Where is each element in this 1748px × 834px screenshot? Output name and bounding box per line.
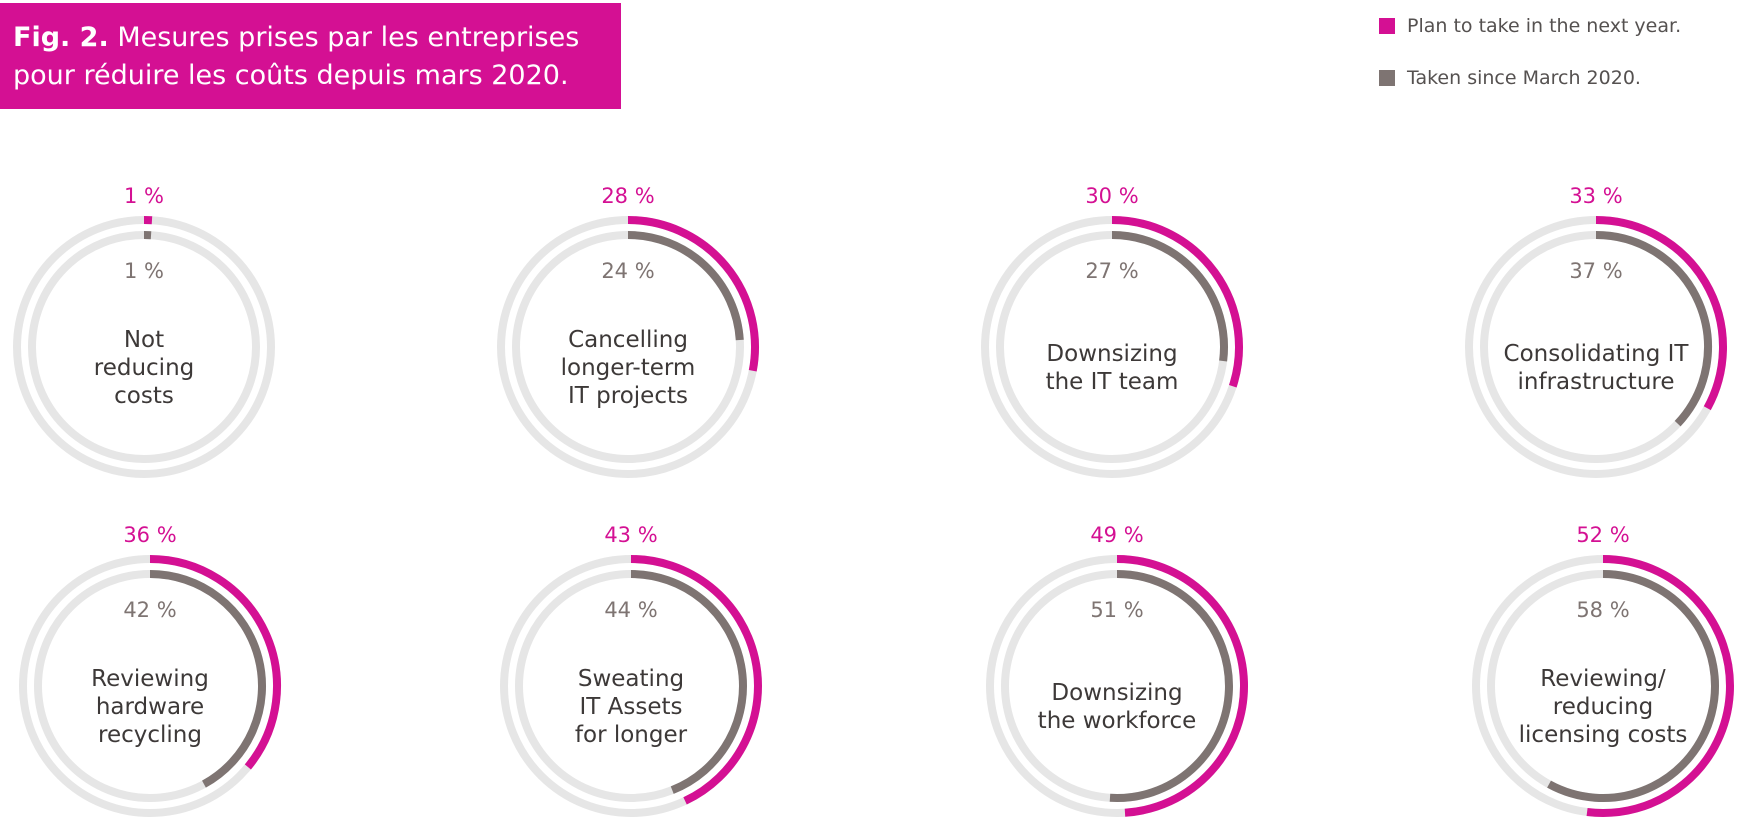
taken-value-label: 1 % (124, 259, 164, 283)
category-label-line: licensing costs (1519, 722, 1688, 748)
category-label-line: Sweating (578, 666, 684, 692)
radial-chart-4: 33 % 37 % Consolidating IT infrastructure (1465, 184, 1727, 478)
category-label-line: reducing (1553, 694, 1654, 720)
title-line-1: Fig. 2. Mesures prises par les entrepris… (13, 19, 607, 57)
taken-arc (627, 231, 744, 341)
radial-chart-7: 49 % 51 % Downsizing the workforce (986, 523, 1248, 817)
category-label: Reviewing/reducing licensing costs (1519, 666, 1688, 748)
radial-chart-8: 52 % 58 % Reviewing/reducing licensing cost… (1472, 523, 1734, 817)
category-label: Reviewing hardware recycling (91, 666, 209, 748)
radial-chart-6: 43 % 44 % Sweating IT Assets for longer (500, 523, 762, 817)
category-label-line: Downsizing (1051, 680, 1182, 706)
taken-arc (1109, 570, 1233, 802)
plan-value-label: 33 % (1569, 184, 1622, 208)
category-label: Cancelling longer-term IT projects (561, 327, 696, 409)
plan-value-label: 28 % (601, 184, 654, 208)
category-label-line: infrastructure (1518, 369, 1675, 395)
legend-swatch-plan (1379, 18, 1395, 34)
category-label-line: recycling (98, 722, 202, 748)
category-label-line: reducing (94, 355, 195, 381)
category-label: Not reducing costs (94, 327, 195, 409)
plan-value-label: 43 % (604, 523, 657, 547)
legend-item-taken: Taken since March 2020. (1379, 64, 1681, 92)
taken-value-label: 42 % (123, 598, 176, 622)
plan-value-label: 49 % (1090, 523, 1143, 547)
taken-arc (630, 570, 747, 794)
title-text-1: Mesures prises par les entreprises (117, 22, 580, 53)
legend-label-plan: Plan to take in the next year. (1407, 15, 1682, 37)
category-label-line: Not (124, 327, 164, 353)
category-label-line: Reviewing/ (1540, 666, 1666, 692)
plan-arc (630, 555, 762, 805)
plan-value-label: 30 % (1085, 184, 1138, 208)
taken-value-label: 58 % (1576, 598, 1629, 622)
category-label-line: the workforce (1038, 708, 1197, 734)
taken-value-label: 24 % (601, 259, 654, 283)
taken-arc (1111, 231, 1228, 362)
category-label-line: Downsizing (1046, 341, 1177, 367)
plan-value-label: 52 % (1576, 523, 1629, 547)
figure-number: Fig. 2. (13, 22, 109, 53)
category-label-line: for longer (575, 722, 688, 748)
taken-value-label: 37 % (1569, 259, 1622, 283)
plan-arc (1111, 216, 1243, 388)
category-label: Sweating IT Assets for longer (575, 666, 688, 748)
category-label-line: Consolidating IT (1504, 341, 1690, 367)
category-label-line: hardware (96, 694, 204, 720)
legend-item-plan: Plan to take in the next year. (1379, 12, 1681, 40)
plan-arc (1116, 555, 1248, 817)
taken-value-label: 44 % (604, 598, 657, 622)
figure-title: Fig. 2. Mesures prises par les entrepris… (0, 3, 621, 109)
plan-value-label: 36 % (123, 523, 176, 547)
category-label-line: Cancelling (568, 327, 688, 353)
category-label-line: IT projects (568, 383, 688, 409)
category-label-line: IT Assets (580, 694, 683, 720)
category-label-line: Reviewing (91, 666, 209, 692)
category-label-line: longer-term (561, 355, 696, 381)
plan-arc (627, 216, 759, 372)
category-label-line: the IT team (1046, 369, 1179, 395)
title-line-2: pour réduire les coûts depuis mars 2020. (13, 60, 569, 91)
legend-swatch-taken (1379, 70, 1395, 86)
plan-value-label: 1 % (124, 184, 164, 208)
radial-chart-3: 30 % 27 % Downsizing the IT team (981, 184, 1243, 478)
plan-arc (149, 555, 281, 770)
taken-arc (1595, 231, 1712, 427)
radial-chart-5: 36 % 42 % Reviewing hardware recycling (19, 523, 281, 817)
radial-chart-2: 28 % 24 % Cancelling longer-term IT projects (497, 184, 759, 478)
taken-value-label: 27 % (1085, 259, 1138, 283)
plan-arc (1595, 216, 1727, 411)
category-label-line: costs (114, 383, 174, 409)
category-label: Consolidating IT infrastructure (1504, 341, 1690, 395)
taken-value-label: 51 % (1090, 598, 1143, 622)
category-label: Downsizing the IT team (1046, 341, 1179, 395)
taken-arc (1547, 570, 1719, 802)
category-label: Downsizing the workforce (1038, 680, 1197, 734)
legend: Plan to take in the next year. Taken sin… (1379, 12, 1681, 116)
taken-arc (149, 570, 266, 788)
plan-arc (1586, 555, 1734, 817)
radial-chart-1: 1 % 1 % Not reducing costs (13, 184, 275, 478)
legend-label-taken: Taken since March 2020. (1407, 67, 1641, 89)
